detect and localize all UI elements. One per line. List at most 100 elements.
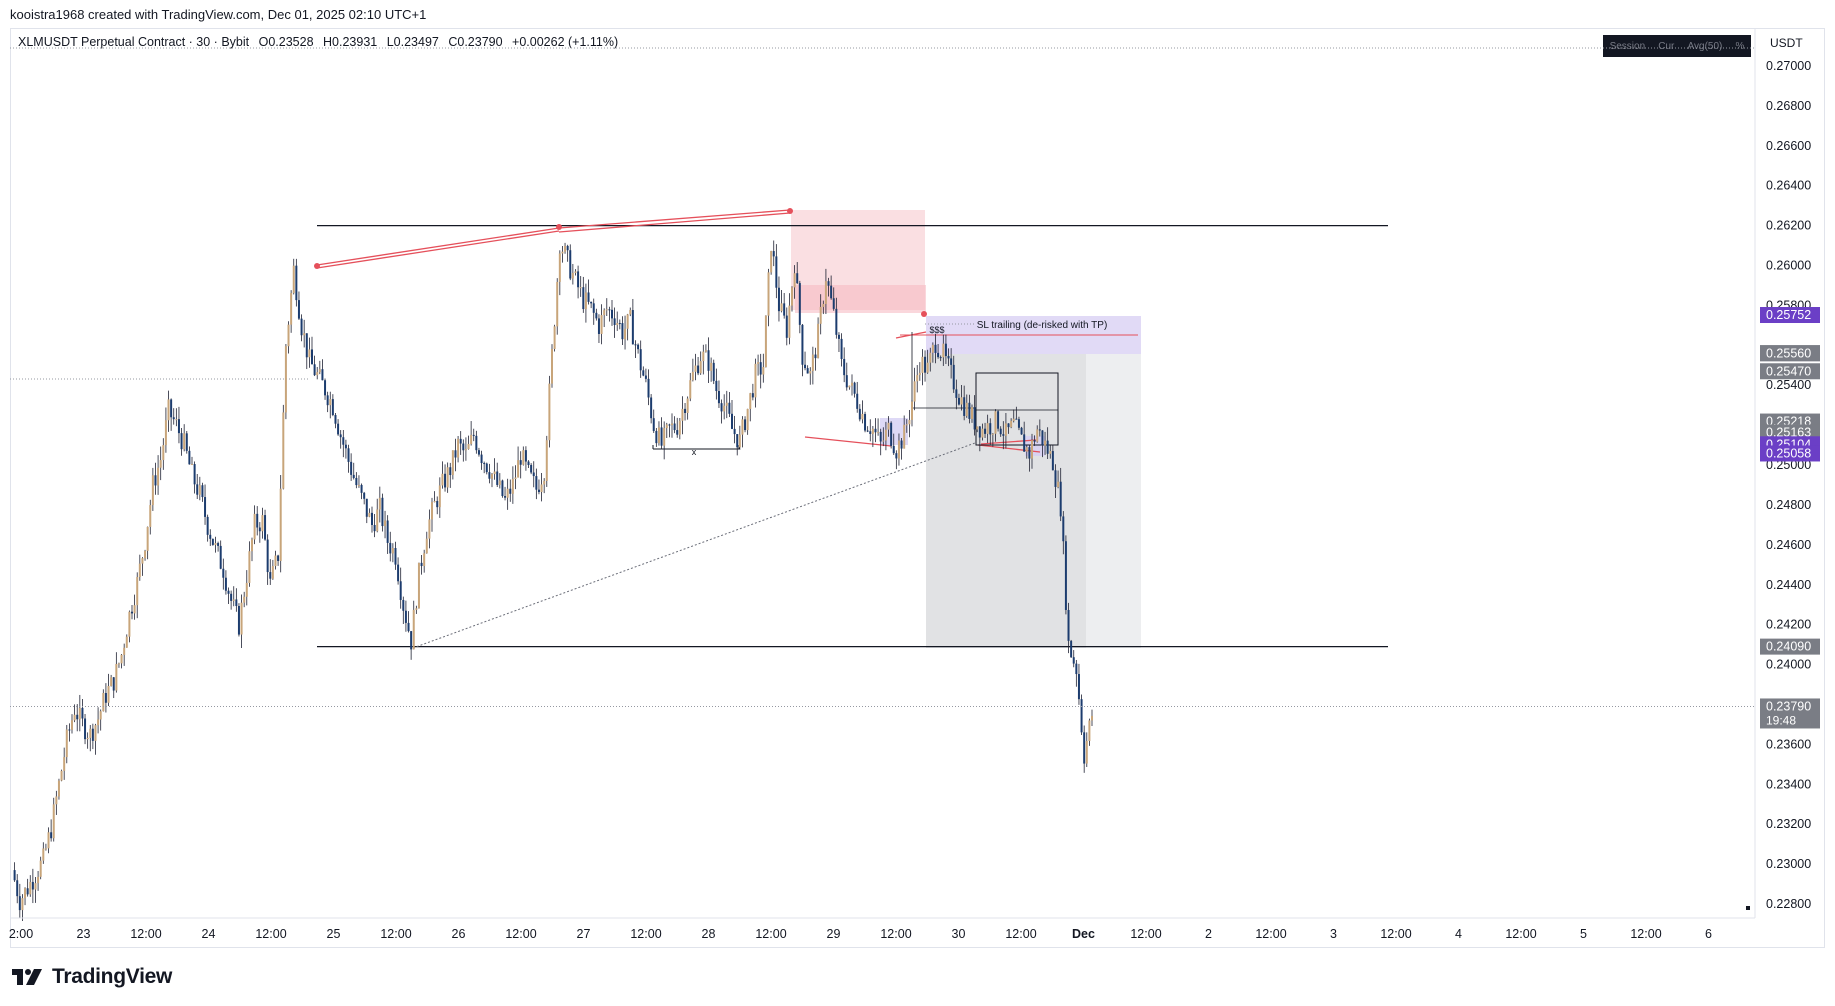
candle-body xyxy=(811,354,814,371)
candle-body xyxy=(29,881,32,895)
candle-body xyxy=(224,577,227,591)
candle-body xyxy=(671,423,673,425)
candle-body xyxy=(136,577,139,606)
price-label-8: 0.24090 xyxy=(1766,640,1811,654)
candle-body xyxy=(775,256,778,288)
candle-body xyxy=(1036,429,1039,442)
candle-body xyxy=(785,315,788,338)
time-tick-2: 12:00 xyxy=(130,927,161,941)
candle-body xyxy=(1038,429,1041,431)
candle-body xyxy=(271,566,274,579)
candle-body xyxy=(963,397,966,416)
candle-body xyxy=(582,287,585,310)
candle-body xyxy=(232,599,235,601)
session-toggle[interactable]: Session xyxy=(1609,40,1646,52)
candle-body xyxy=(404,610,407,623)
price-tick-3: 0.26400 xyxy=(1766,179,1811,193)
candle-body xyxy=(856,393,859,409)
candle-body xyxy=(587,292,590,302)
price-label-bg-7 xyxy=(1760,445,1820,462)
candle-body xyxy=(626,314,629,329)
candle-body xyxy=(655,430,658,444)
candle-body xyxy=(97,719,100,726)
candle-body xyxy=(313,364,316,376)
candle-body xyxy=(16,880,19,897)
candle-body xyxy=(311,349,313,365)
candle-body xyxy=(1075,663,1078,675)
percent-toggle[interactable]: % xyxy=(1735,40,1745,52)
candle-body xyxy=(37,876,40,884)
candle-body xyxy=(574,271,577,273)
candle-body xyxy=(389,542,392,554)
candle-body xyxy=(989,423,992,435)
candle-body xyxy=(991,433,994,435)
ohlc-high: H0.23931 xyxy=(323,35,378,49)
candle-body xyxy=(613,318,616,326)
symbol-name[interactable]: XLMUSDT Perpetual Contract · 30 · Bybit xyxy=(18,35,250,49)
candle-body xyxy=(864,413,867,431)
candle-body xyxy=(110,677,113,687)
cur-toggle[interactable]: Cur xyxy=(1658,40,1675,52)
candle-body xyxy=(334,415,337,424)
chart-frame xyxy=(10,28,1825,948)
candle-body xyxy=(973,407,976,430)
candle-body xyxy=(446,467,449,488)
candle-body xyxy=(770,251,773,273)
candle-body xyxy=(548,383,551,441)
candle-body xyxy=(344,444,347,449)
time-tick-15: 30 xyxy=(952,927,966,941)
candle-body xyxy=(73,714,76,721)
currency-label[interactable]: USDT xyxy=(1770,36,1803,50)
candle-body xyxy=(269,572,272,579)
candle-body xyxy=(326,395,329,406)
candle-body xyxy=(569,250,572,279)
time-tick-11: 28 xyxy=(702,927,716,941)
candle-body xyxy=(851,382,853,386)
candle-body xyxy=(284,346,287,413)
candle-body xyxy=(243,596,246,603)
candle-body xyxy=(407,622,410,632)
candle-body xyxy=(911,401,913,420)
candle-body xyxy=(791,287,793,306)
candle-body xyxy=(584,292,587,310)
candle-body xyxy=(444,473,447,488)
candle-body xyxy=(561,251,564,254)
candle-body xyxy=(929,352,932,363)
candle-body xyxy=(579,287,582,289)
candle-body xyxy=(201,485,204,498)
candle-body xyxy=(957,397,960,405)
candle-body xyxy=(63,757,66,771)
candle-body xyxy=(428,519,431,539)
candle-body xyxy=(650,397,653,419)
candle-body xyxy=(971,407,973,419)
time-tick-0: 2:00 xyxy=(9,927,33,941)
candle-body xyxy=(1012,418,1015,421)
candle-body xyxy=(746,408,749,431)
candle-body xyxy=(916,375,919,382)
volume-profile-toolbar[interactable]: Session Cur Avg(50) % xyxy=(1603,35,1751,57)
candle-body xyxy=(564,245,567,252)
candle-body xyxy=(955,389,958,398)
candle-body xyxy=(277,555,280,561)
candle-body xyxy=(733,428,736,435)
target-zone-dark xyxy=(926,354,1086,648)
candle-body xyxy=(342,437,345,445)
candle-body xyxy=(133,605,136,614)
candle-body xyxy=(887,422,890,430)
avg-toggle[interactable]: Avg(50) xyxy=(1687,40,1723,52)
candle-body xyxy=(251,539,253,552)
candle-body xyxy=(1062,516,1065,542)
price-tick-18: 0.22800 xyxy=(1766,897,1811,911)
candle-body xyxy=(350,461,353,475)
candle-body xyxy=(337,423,340,435)
candle-body xyxy=(892,445,895,454)
candle-body xyxy=(76,714,79,720)
candle-body xyxy=(123,647,126,655)
candle-body xyxy=(1007,423,1010,428)
candle-body xyxy=(1044,440,1047,446)
ohlc-open: O0.23528 xyxy=(258,35,314,49)
time-tick-27: 6 xyxy=(1705,927,1712,941)
candle-body xyxy=(26,888,29,895)
tradingview-brand[interactable]: TradingView xyxy=(12,965,172,989)
